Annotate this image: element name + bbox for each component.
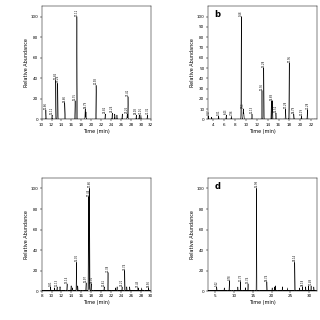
Text: 15.52: 15.52 [274,105,278,112]
Y-axis label: Relative Abundance: Relative Abundance [189,38,195,87]
Text: 12.96: 12.96 [260,83,264,90]
Text: 21.28: 21.28 [305,102,309,109]
Text: 13.14: 13.14 [65,276,69,283]
Text: 26.14: 26.14 [293,254,297,261]
X-axis label: Time (min): Time (min) [249,300,276,306]
Text: 11.13: 11.13 [55,279,59,286]
Text: 13.74: 13.74 [246,276,250,283]
Text: 8.78: 8.78 [227,274,231,280]
Text: 5.42: 5.42 [215,280,219,286]
X-axis label: Time (min): Time (min) [83,300,109,306]
Text: 17.66: 17.66 [88,180,92,187]
Y-axis label: Relative Abundance: Relative Abundance [24,210,28,259]
Text: 24.24: 24.24 [110,105,114,112]
Text: 10.86: 10.86 [44,102,48,109]
Text: 18.01: 18.01 [89,276,93,283]
Text: 20.19: 20.19 [300,108,303,115]
Text: 14.66: 14.66 [63,95,67,102]
Text: 24.74: 24.74 [123,262,127,269]
Text: 17.28: 17.28 [284,101,288,108]
Text: 14.68: 14.68 [269,93,273,100]
Text: 20.98: 20.98 [94,77,98,84]
Text: 30.01: 30.01 [139,107,143,114]
Text: 12.11: 12.11 [50,107,54,114]
Text: 9.53: 9.53 [241,102,245,108]
Text: 11.13: 11.13 [250,106,254,113]
Text: 7.36: 7.36 [229,110,233,115]
Text: 17.44: 17.44 [86,188,91,196]
Text: 17.95: 17.95 [287,55,291,62]
Text: 17.11: 17.11 [75,8,79,16]
Y-axis label: Relative Abundance: Relative Abundance [189,210,195,259]
Text: 11.73: 11.73 [238,274,243,281]
Text: 20.61: 20.61 [102,279,106,286]
Text: 29.08: 29.08 [134,107,138,114]
Text: 13.24: 13.24 [56,75,60,82]
Text: 27.43: 27.43 [136,280,140,287]
Text: 13.28: 13.28 [262,60,266,67]
Text: 12.86: 12.86 [54,72,58,79]
Text: 27.41: 27.41 [126,88,130,96]
X-axis label: Time (min): Time (min) [249,129,276,134]
Text: 3.17: 3.17 [206,109,211,115]
Text: 18.79: 18.79 [83,101,87,108]
Text: 30.48: 30.48 [309,278,313,285]
Text: 15.02: 15.02 [75,254,78,261]
Text: 28.18: 28.18 [300,279,304,286]
Y-axis label: Relative Abundance: Relative Abundance [24,38,28,87]
Text: 16.97: 16.97 [84,275,88,282]
Text: 21.38: 21.38 [106,264,110,272]
Text: b: b [214,10,220,19]
Text: d: d [214,181,220,191]
Text: 24.21: 24.21 [120,279,124,286]
Text: 18.79: 18.79 [292,106,296,113]
X-axis label: Time (min): Time (min) [83,129,109,134]
Text: 9.81: 9.81 [49,280,52,286]
Text: 9.18: 9.18 [239,10,243,16]
Text: 27.25: 27.25 [125,106,129,113]
Text: 16.75: 16.75 [73,93,77,100]
Text: 31.32: 31.32 [145,107,149,114]
Text: 5.01: 5.01 [217,110,220,115]
Text: 22.82: 22.82 [103,106,107,113]
Text: 18.74: 18.74 [265,274,269,281]
Text: 29.56: 29.56 [147,280,151,287]
Text: 15.98: 15.98 [254,180,259,187]
Text: 6.43: 6.43 [224,109,228,114]
